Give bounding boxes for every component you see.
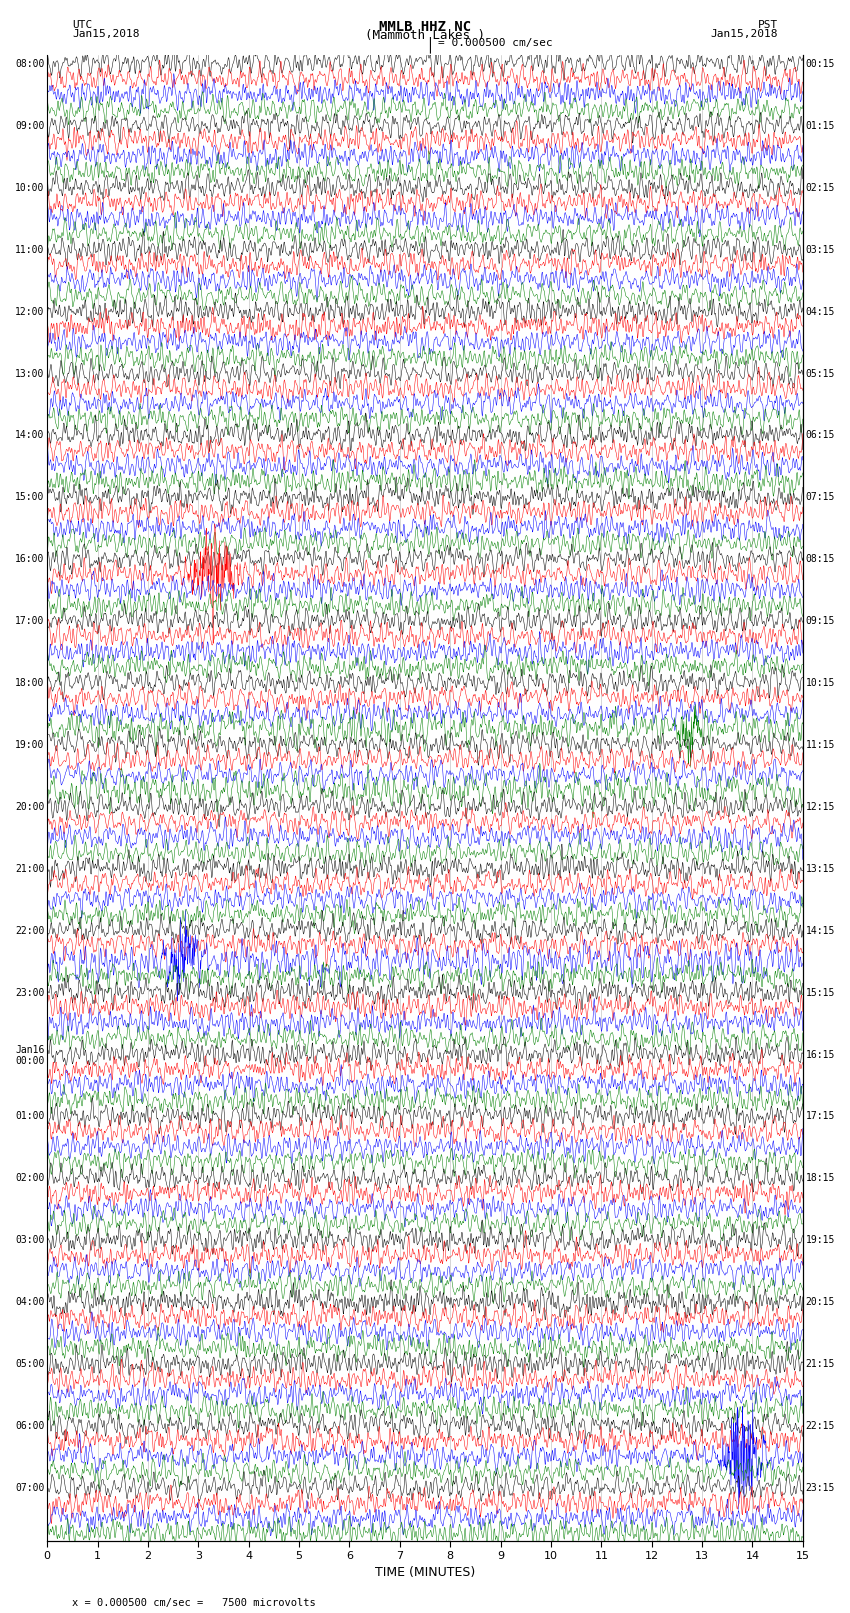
Text: Jan15,2018: Jan15,2018: [72, 29, 139, 39]
Text: PST: PST: [757, 19, 778, 31]
Text: ▏: ▏: [429, 37, 438, 53]
Text: = 0.000500 cm/sec: = 0.000500 cm/sec: [438, 37, 552, 48]
X-axis label: TIME (MINUTES): TIME (MINUTES): [375, 1566, 475, 1579]
Text: MMLB HHZ NC: MMLB HHZ NC: [379, 19, 471, 34]
Text: UTC: UTC: [72, 19, 93, 31]
Text: (Mammoth Lakes ): (Mammoth Lakes ): [365, 29, 485, 42]
Text: x = 0.000500 cm/sec =   7500 microvolts: x = 0.000500 cm/sec = 7500 microvolts: [72, 1598, 316, 1608]
Text: Jan15,2018: Jan15,2018: [711, 29, 778, 39]
